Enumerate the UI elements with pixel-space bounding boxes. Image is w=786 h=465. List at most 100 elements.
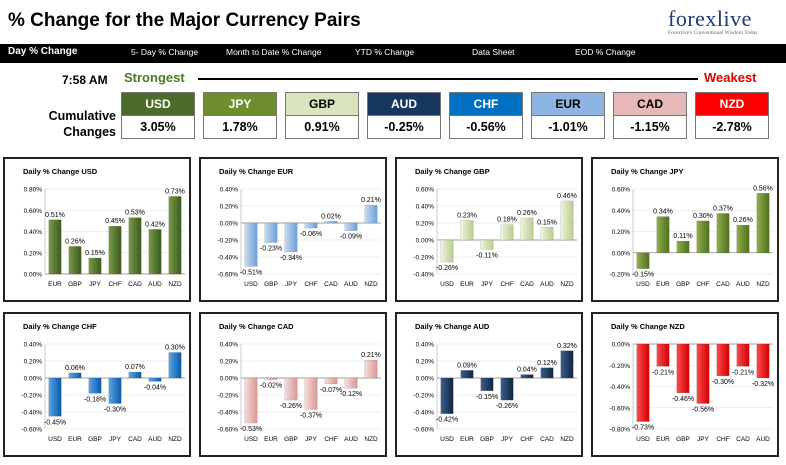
x-tick-label: EUR xyxy=(460,281,474,288)
currency-cumulative-value: -0.56% xyxy=(450,115,522,138)
x-tick-label: GBP xyxy=(88,436,102,443)
bar-chart-eur: Daily % Change EUR -0.60% -0.40% -0.20% 0.00… xyxy=(217,167,381,288)
y-tick-label: 0.40% xyxy=(24,229,43,236)
bar-cad xyxy=(520,217,534,241)
bar-aud xyxy=(148,229,162,275)
currency-box-aud: AUD -0.25% xyxy=(367,92,441,139)
cumulative-label-line1: Cumulative xyxy=(48,109,116,123)
x-tick-label: CAD xyxy=(128,436,142,443)
x-tick-label: USD xyxy=(244,436,258,443)
y-tick-label: -0.40% xyxy=(413,410,434,417)
nav-data-sheet[interactable]: Data Sheet xyxy=(472,47,515,57)
bar-chart-cad: Daily % Change CAD -0.60% -0.40% -0.20% 0.00… xyxy=(217,322,381,443)
y-tick-label: -0.20% xyxy=(609,363,630,370)
x-tick-label: CAD xyxy=(540,436,554,443)
bar-chart-jpy: Daily % Change JPY -0.20% 0.00% 0.20% 0.40% 0… xyxy=(609,167,773,288)
y-tick-label: -0.20% xyxy=(609,272,630,279)
data-label: 0.37% xyxy=(713,205,733,212)
y-tick-label: 0.00% xyxy=(416,238,435,245)
bar-gbp xyxy=(676,343,690,394)
y-tick-label: 0.20% xyxy=(220,359,239,366)
bar-gbp xyxy=(88,377,102,394)
nav-5-day-change[interactable]: 5- Day % Change xyxy=(131,47,199,57)
nav-bar: Day % Change 5- Day % Change Month to Da… xyxy=(0,44,786,63)
currency-code: CAD xyxy=(614,93,686,115)
x-tick-label: AUD xyxy=(344,436,358,443)
x-tick-label: CHF xyxy=(716,436,729,443)
bar-usd xyxy=(244,377,258,424)
x-tick-label: USD xyxy=(636,436,650,443)
chart-panel-eur: Daily % Change EUR -0.60% -0.40% -0.20% 0.00… xyxy=(199,157,387,302)
bar-eur xyxy=(264,377,278,380)
y-tick-label: 0.00% xyxy=(416,376,435,383)
currency-code: JPY xyxy=(204,93,276,115)
x-tick-label: GBP xyxy=(284,436,298,443)
x-tick-label: AUD xyxy=(540,281,554,288)
y-tick-label: -0.20% xyxy=(217,238,238,245)
data-label: 0.32% xyxy=(557,343,577,350)
x-tick-label: JPY xyxy=(89,281,102,288)
data-label: -0.23% xyxy=(260,246,282,253)
x-tick-label: AUD xyxy=(736,281,750,288)
bar-nzd xyxy=(364,204,378,224)
data-label: -0.07% xyxy=(320,387,342,394)
x-tick-label: CAD xyxy=(128,281,142,288)
y-tick-label: 0.20% xyxy=(612,229,631,236)
bar-eur xyxy=(68,372,82,379)
y-tick-label: -0.20% xyxy=(413,393,434,400)
x-tick-label: JPY xyxy=(305,436,318,443)
y-tick-label: 0.40% xyxy=(220,187,239,194)
currency-box-usd: USD 3.05% xyxy=(121,92,195,139)
x-tick-label: CHF xyxy=(696,281,709,288)
data-label: -0.45% xyxy=(44,419,66,426)
y-tick-label: 0.00% xyxy=(24,376,43,383)
currency-code: USD xyxy=(122,93,194,115)
data-label: -0.18% xyxy=(84,396,106,403)
y-tick-label: 0.00% xyxy=(220,376,239,383)
x-tick-label: CHF xyxy=(500,281,513,288)
y-tick-label: -0.80% xyxy=(609,427,630,434)
bar-jpy xyxy=(88,257,102,275)
currency-box-eur: EUR -1.01% xyxy=(531,92,605,139)
data-label: -0.46% xyxy=(672,396,694,403)
data-label: 0.26% xyxy=(517,210,537,217)
y-tick-label: -0.60% xyxy=(217,427,238,434)
currency-code: AUD xyxy=(368,93,440,115)
nav-ytd-change[interactable]: YTD % Change xyxy=(355,47,415,57)
y-tick-label: 0.20% xyxy=(416,359,435,366)
bar-usd xyxy=(48,377,62,417)
bar-chart-aud: Daily % Change AUD -0.60% -0.40% -0.20% 0.00… xyxy=(413,322,577,443)
chart-title: Daily % Change USD xyxy=(23,167,98,176)
logo-text: forexlive xyxy=(668,6,752,31)
chart-title: Daily % Change CAD xyxy=(219,322,294,331)
x-tick-label: EUR xyxy=(68,436,82,443)
data-label: 0.09% xyxy=(457,362,477,369)
y-tick-label: 0.00% xyxy=(612,342,631,349)
bar-aud xyxy=(540,227,554,241)
data-label: -0.53% xyxy=(240,426,262,433)
x-tick-label: JPY xyxy=(697,436,710,443)
y-tick-label: 0.20% xyxy=(416,221,435,228)
bar-cad xyxy=(716,213,730,253)
data-label: 0.30% xyxy=(165,345,185,352)
x-tick-label: USD xyxy=(244,281,258,288)
bar-chart-usd: Daily % Change USD0.00%0.20%0.40%0.60%0.… xyxy=(23,167,185,288)
data-label: -0.26% xyxy=(280,403,302,410)
nav-day-change[interactable]: Day % Change xyxy=(8,46,78,57)
bar-eur xyxy=(656,343,670,367)
data-label: 0.26% xyxy=(65,238,85,245)
nav-month-to-date-change[interactable]: Month to Date % Change xyxy=(226,47,322,57)
data-label: -0.30% xyxy=(712,379,734,386)
page-title: % Change for the Major Currency Pairs xyxy=(8,10,361,31)
data-label: -0.09% xyxy=(340,234,362,241)
x-tick-label: NZD xyxy=(756,281,770,288)
chart-title: Daily % Change GBP xyxy=(415,167,490,176)
bar-gbp xyxy=(480,377,494,391)
nav-eod-change[interactable]: EOD % Change xyxy=(575,47,636,57)
data-label: 0.30% xyxy=(693,213,713,220)
x-tick-label: NZD xyxy=(168,281,182,288)
data-label: 0.21% xyxy=(361,352,381,359)
currency-box-nzd: NZD -2.78% xyxy=(695,92,769,139)
x-tick-label: EUR xyxy=(460,436,474,443)
title-bar: % Change for the Major Currency Pairs fo… xyxy=(0,0,786,45)
